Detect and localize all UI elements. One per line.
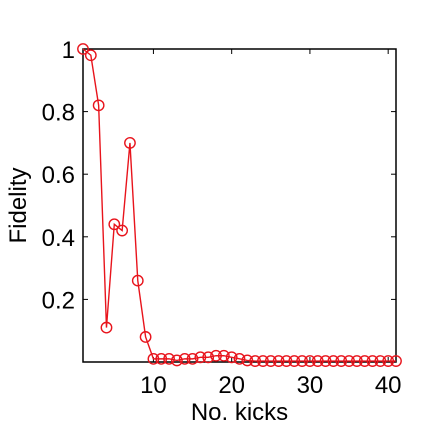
series-line: [82, 48, 396, 362]
y-tick-label: 1: [62, 37, 75, 64]
series-layer: [77, 43, 402, 367]
y-tick-label: 0.6: [42, 162, 75, 189]
y-axis-label: Fidelity: [5, 167, 32, 243]
data-point: [108, 218, 121, 231]
data-point: [210, 349, 222, 362]
data-point: [335, 355, 348, 367]
data-point: [311, 355, 324, 367]
data-point: [249, 355, 262, 367]
data-point: [202, 351, 215, 364]
x-tick-label: 20: [218, 372, 245, 399]
x-axis-ticks: 10 20 30 40: [140, 49, 402, 399]
x-tick-label: 30: [297, 372, 324, 399]
data-point: [280, 355, 293, 367]
data-point: [304, 355, 316, 367]
data-point: [241, 354, 254, 367]
x-tick-label: 40: [375, 372, 402, 399]
data-point: [92, 99, 105, 112]
y-tick-label: 0.2: [42, 287, 75, 314]
data-point: [264, 355, 277, 367]
data-point: [217, 349, 230, 362]
data-point: [147, 352, 160, 365]
data-point: [343, 355, 355, 367]
data-point: [170, 354, 183, 367]
data-point: [358, 355, 371, 367]
y-tick-label: 0.8: [42, 100, 75, 127]
data-point: [382, 355, 395, 367]
plot-frame: [82, 48, 397, 363]
data-point: [272, 355, 285, 367]
x-axis-label: No. kicks: [191, 399, 288, 426]
data-point: [233, 352, 246, 365]
data-point: [257, 355, 269, 367]
data-point: [327, 355, 340, 367]
data-point: [319, 355, 332, 367]
x-tick-label: 10: [140, 372, 167, 399]
y-tick-label: 0.4: [42, 225, 75, 252]
data-point: [194, 351, 207, 364]
data-point: [350, 355, 363, 367]
data-point: [390, 355, 402, 367]
data-point: [116, 224, 129, 237]
data-point: [100, 321, 113, 334]
data-point: [84, 49, 97, 62]
data-point: [178, 352, 191, 365]
data-point: [374, 355, 387, 367]
data-point: [155, 352, 168, 365]
data-point: [124, 136, 136, 149]
data-point: [296, 355, 308, 367]
data-point: [131, 274, 144, 287]
data-point: [366, 355, 379, 367]
data-point: [163, 352, 175, 365]
data-point: [186, 352, 199, 365]
data-point: [288, 355, 301, 367]
y-axis-ticks: 0.2 0.4 0.6 0.8 1: [42, 37, 396, 314]
data-point: [139, 331, 152, 343]
data-point: [225, 351, 238, 364]
data-point: [77, 43, 89, 55]
